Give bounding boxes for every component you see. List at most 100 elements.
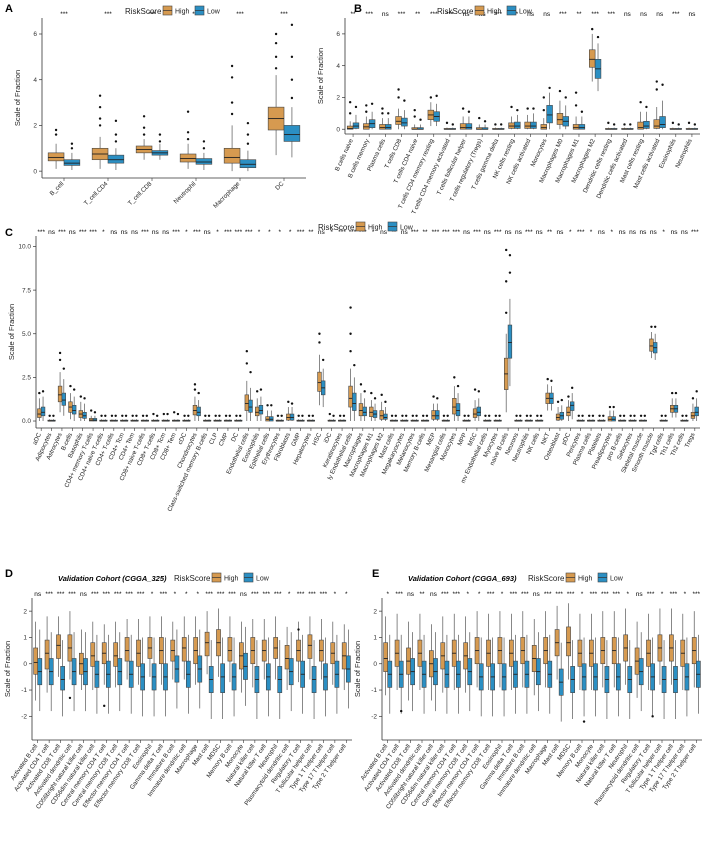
box-low [117,632,123,712]
box-low [684,637,690,717]
box-high [431,395,436,422]
box-low [208,640,214,719]
box-iqr [113,642,119,667]
box-iqr [649,338,654,352]
box-low [507,254,513,387]
box-low [465,110,473,130]
significance-label: *** [58,229,66,236]
x-tick-label: T_cell.CD4 [83,180,110,207]
significance-label: *** [591,11,599,18]
outlier-point [436,397,439,400]
box-high [400,414,405,422]
outlier-point [484,414,487,417]
box-low [481,120,489,130]
outlier-point [413,115,416,118]
y-tick-label: 0 [336,126,340,133]
significance-label: ns [152,229,160,236]
box-high [89,409,94,422]
box-iqr [472,408,478,418]
outlier-point [353,363,356,367]
significance-label: ns [48,229,56,236]
box-low [206,414,212,422]
box-high [327,412,332,422]
outlier-point [290,402,294,405]
outlier-point [224,414,228,417]
outlier-point [404,414,408,417]
box-low [72,388,77,422]
legend-label-low: Low [519,9,533,16]
panel-letter: D [5,568,13,580]
outlier-point [162,412,166,416]
box-low [410,632,415,712]
y-tick-label: 2 [33,123,37,130]
box-low [323,637,328,717]
box-low [695,634,701,714]
box-low [675,123,682,130]
outlier-point [142,115,146,118]
box-high [273,616,279,680]
outlier-point [519,414,522,417]
box-high [37,391,42,422]
box-iqr [124,637,130,662]
box-low [642,414,647,422]
box-low [269,404,274,422]
outlier-point [612,123,616,126]
significance-label: *** [141,229,149,236]
box-low [691,123,699,130]
box-low [279,414,284,422]
significance-label: * [611,229,614,236]
outlier-point [365,110,368,113]
outlier-point [103,704,106,708]
box-high [250,619,256,688]
outlier-point [349,332,352,335]
outlier-point [230,64,234,68]
box-iqr [63,159,81,166]
outlier-point [650,325,653,328]
significance-label: ns [688,11,696,18]
outlier-point [473,388,477,391]
outlier-point [58,351,62,355]
outlier-point [542,108,545,112]
significance-label: * [661,591,664,598]
outlier-point [83,397,86,400]
significance-label: ** [351,11,357,18]
box-high [79,629,84,691]
outlier-point [58,358,62,362]
outlier-point [114,414,117,417]
significance-label: *** [217,591,225,598]
significance-label: *** [172,229,180,236]
box-iqr [60,666,65,691]
outlier-point [276,414,280,417]
box-iqr [659,116,666,128]
y-tick-label: 4 [336,63,340,70]
y-tick-label: 1 [373,635,377,642]
box-high [472,388,478,422]
significance-label: *** [280,11,288,18]
x-tick-label: CMP [218,432,230,447]
outlier-point [79,395,83,398]
outlier-point [560,398,564,402]
outlier-point [390,414,394,417]
box-low [546,86,553,130]
box-low [63,142,81,170]
significance-label: *** [446,11,454,18]
box-high [628,414,633,422]
outlier-point [307,414,311,417]
box-low [195,140,213,170]
outlier-point [419,118,422,121]
box-low [51,414,56,422]
outlier-point [623,123,626,126]
outlier-point [639,414,643,417]
significance-label: * [372,229,375,236]
box-low [289,402,295,422]
box-iqr [540,124,548,130]
outlier-point [558,89,562,93]
box-high [147,616,153,677]
box-iqr [524,121,531,129]
box-iqr [352,392,357,411]
outlier-point [629,123,632,126]
box-low [601,414,606,422]
significance-label: ns [110,229,118,236]
box-iqr [90,642,96,667]
outlier-point [348,101,352,104]
